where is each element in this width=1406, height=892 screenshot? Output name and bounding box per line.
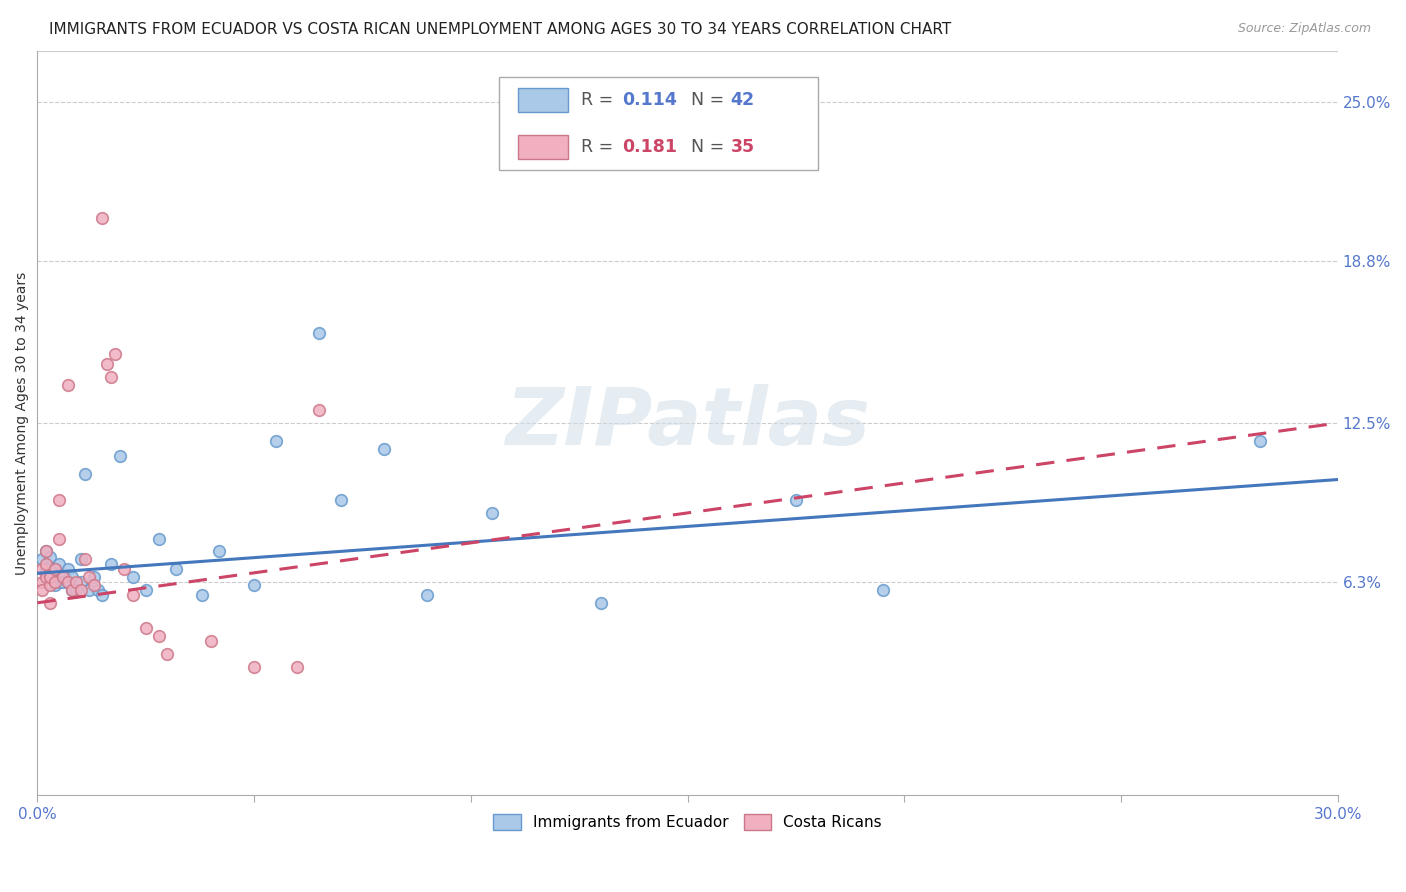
Point xyxy=(31,562,53,576)
Point xyxy=(52,570,75,584)
Point xyxy=(135,622,157,636)
Point xyxy=(35,570,58,584)
Text: ZIPatlas: ZIPatlas xyxy=(505,384,870,462)
Text: 35: 35 xyxy=(731,137,755,156)
Y-axis label: Unemployment Among Ages 30 to 34 years: Unemployment Among Ages 30 to 34 years xyxy=(15,271,30,574)
Point xyxy=(121,570,143,584)
Point xyxy=(91,588,114,602)
Legend: Immigrants from Ecuador, Costa Ricans: Immigrants from Ecuador, Costa Ricans xyxy=(486,808,889,836)
Point xyxy=(100,558,122,572)
Point xyxy=(872,582,894,597)
Point xyxy=(48,493,70,508)
Point xyxy=(31,552,53,566)
Point xyxy=(52,570,75,584)
Point xyxy=(44,562,66,576)
FancyBboxPatch shape xyxy=(519,88,568,112)
Point xyxy=(1249,434,1271,448)
Point xyxy=(308,326,330,340)
Point xyxy=(60,570,83,584)
Point xyxy=(200,634,222,648)
Point xyxy=(191,588,214,602)
Point xyxy=(39,596,62,610)
Point xyxy=(44,562,66,576)
Point xyxy=(79,570,101,584)
Point xyxy=(39,549,62,564)
Point xyxy=(35,544,58,558)
Point xyxy=(148,629,170,643)
Point xyxy=(243,660,266,674)
Point xyxy=(287,660,309,674)
Point xyxy=(56,562,79,576)
Point xyxy=(87,582,110,597)
Point xyxy=(31,582,53,597)
Point xyxy=(35,562,58,576)
Point xyxy=(44,575,66,590)
Text: Source: ZipAtlas.com: Source: ZipAtlas.com xyxy=(1237,22,1371,36)
Point xyxy=(35,558,58,572)
Point xyxy=(208,544,231,558)
Point xyxy=(48,532,70,546)
Point xyxy=(69,552,91,566)
Point xyxy=(56,377,79,392)
Point xyxy=(329,493,352,508)
Point xyxy=(73,467,96,482)
Point xyxy=(308,403,330,417)
Point xyxy=(135,582,157,597)
Point xyxy=(60,582,83,597)
Point xyxy=(264,434,287,448)
Point xyxy=(165,562,187,576)
Point xyxy=(96,357,118,371)
Point xyxy=(112,562,135,576)
Point xyxy=(589,596,612,610)
Point xyxy=(83,578,105,592)
FancyBboxPatch shape xyxy=(499,77,818,169)
Point xyxy=(69,582,91,597)
Text: N =: N = xyxy=(692,137,730,156)
Text: N =: N = xyxy=(692,91,730,109)
Point xyxy=(156,647,179,661)
Point xyxy=(91,211,114,225)
Point xyxy=(44,578,66,592)
Point xyxy=(39,570,62,584)
Point xyxy=(785,493,807,508)
Text: R =: R = xyxy=(581,137,619,156)
Point xyxy=(481,506,503,520)
Point xyxy=(48,558,70,572)
Point xyxy=(243,578,266,592)
Point xyxy=(56,575,79,590)
Point xyxy=(60,582,83,597)
Point xyxy=(100,369,122,384)
Point xyxy=(83,570,105,584)
Point xyxy=(48,575,70,590)
FancyBboxPatch shape xyxy=(519,135,568,159)
Point xyxy=(65,575,87,590)
Point xyxy=(373,442,395,456)
Point xyxy=(56,575,79,590)
Point xyxy=(35,544,58,558)
Point xyxy=(39,570,62,584)
Text: R =: R = xyxy=(581,91,619,109)
Point xyxy=(416,588,439,602)
Text: 0.181: 0.181 xyxy=(623,137,678,156)
Point xyxy=(65,582,87,597)
Point xyxy=(108,450,131,464)
Point xyxy=(148,532,170,546)
Text: IMMIGRANTS FROM ECUADOR VS COSTA RICAN UNEMPLOYMENT AMONG AGES 30 TO 34 YEARS CO: IMMIGRANTS FROM ECUADOR VS COSTA RICAN U… xyxy=(49,22,952,37)
Point xyxy=(69,575,91,590)
Point xyxy=(121,588,143,602)
Point xyxy=(79,582,101,597)
Point xyxy=(31,575,53,590)
Point xyxy=(104,347,127,361)
Point xyxy=(73,552,96,566)
Text: 0.114: 0.114 xyxy=(623,91,678,109)
Point xyxy=(52,575,75,590)
Point xyxy=(39,578,62,592)
Text: 42: 42 xyxy=(731,91,755,109)
